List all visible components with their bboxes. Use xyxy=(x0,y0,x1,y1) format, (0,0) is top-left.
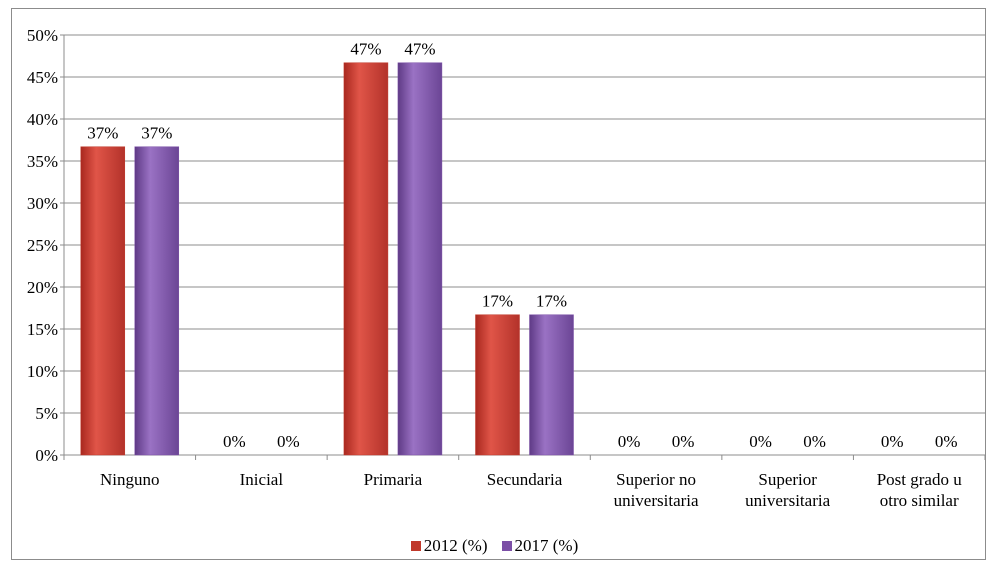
axes xyxy=(60,34,986,460)
data-label: 37% xyxy=(141,124,172,143)
y-tick-label: 5% xyxy=(35,404,58,423)
data-label: 0% xyxy=(935,432,958,451)
legend-label-2017: 2017 (%) xyxy=(514,536,579,555)
x-tick-label: Superior universitaria xyxy=(745,470,830,510)
x-tick-label: Ninguno xyxy=(100,470,160,489)
data-label: 17% xyxy=(482,292,513,311)
bar-2012 xyxy=(475,314,520,456)
bar-2012 xyxy=(343,62,389,456)
data-label: 37% xyxy=(87,124,118,143)
x-tick-label-line: otro similar xyxy=(880,491,959,510)
y-tick-label: 45% xyxy=(27,68,58,87)
x-tick-label-line: Ninguno xyxy=(100,470,160,489)
data-label: 0% xyxy=(749,432,772,451)
legend-item-2017: 2017 (%) xyxy=(501,536,579,556)
x-tick-label-line: universitaria xyxy=(614,491,699,510)
x-tick-labels: Ninguno Inicial Primaria Secundaria Superior… xyxy=(100,470,962,510)
data-label: 17% xyxy=(536,292,567,311)
legend-swatch-2012 xyxy=(410,541,421,551)
bar-2012 xyxy=(80,146,126,456)
bar-2017 xyxy=(134,146,180,456)
y-tick-label: 15% xyxy=(27,320,58,339)
bar-2017 xyxy=(529,314,574,456)
y-tick-label: 50% xyxy=(27,26,58,45)
x-tick-label: Inicial xyxy=(240,470,284,489)
y-tick-label: 30% xyxy=(27,194,58,213)
x-tick-label-line: Superior xyxy=(758,470,817,489)
gridlines xyxy=(64,34,985,414)
data-label: 0% xyxy=(618,432,641,451)
x-tick-label-line: Post grado u xyxy=(877,470,963,489)
x-tick-label-line: Superior no xyxy=(616,470,696,489)
data-label: 0% xyxy=(672,432,695,451)
data-label: 0% xyxy=(881,432,904,451)
bars xyxy=(80,62,574,456)
x-tick-label: Post grado u otro similar xyxy=(877,470,963,510)
data-label: 47% xyxy=(350,40,381,59)
y-tick-label: 10% xyxy=(27,362,58,381)
x-tick-label: Superior no universitaria xyxy=(614,470,699,510)
data-label: 0% xyxy=(277,432,300,451)
y-tick-label: 0% xyxy=(35,446,58,465)
bar-chart: 37% 37% 0% 0% 47% 47% 17% 17% 0% 0% 0% 0% 0% 0% 0% 5% 1… xyxy=(27,26,986,510)
y-tick-label: 25% xyxy=(27,236,58,255)
y-tick-label: 35% xyxy=(27,152,58,171)
data-label: 0% xyxy=(803,432,826,451)
legend-swatch-2017 xyxy=(501,541,512,551)
data-label: 0% xyxy=(223,432,246,451)
x-tick-label-line: Secundaria xyxy=(487,470,563,489)
x-tick-label: Primaria xyxy=(364,470,423,489)
data-label: 47% xyxy=(404,40,435,59)
bar-2017 xyxy=(397,62,443,456)
legend: 2012 (%) 2017 (%) xyxy=(0,535,989,557)
x-tick-label-line: Primaria xyxy=(364,470,423,489)
legend-item-2012: 2012 (%) xyxy=(410,536,488,556)
x-tick-label-line: universitaria xyxy=(745,491,830,510)
legend-label-2012: 2012 (%) xyxy=(423,536,488,555)
x-tick-label: Secundaria xyxy=(487,470,563,489)
y-tick-label: 20% xyxy=(27,278,58,297)
x-tick-label-line: Inicial xyxy=(240,470,284,489)
y-tick-label: 40% xyxy=(27,110,58,129)
y-tick-labels: 0% 5% 10% 15% 20% 25% 30% 35% 40% 45% 50% xyxy=(27,26,58,465)
data-labels: 37% 37% 0% 0% 47% 47% 17% 17% 0% 0% 0% 0% 0% 0% xyxy=(87,40,957,451)
